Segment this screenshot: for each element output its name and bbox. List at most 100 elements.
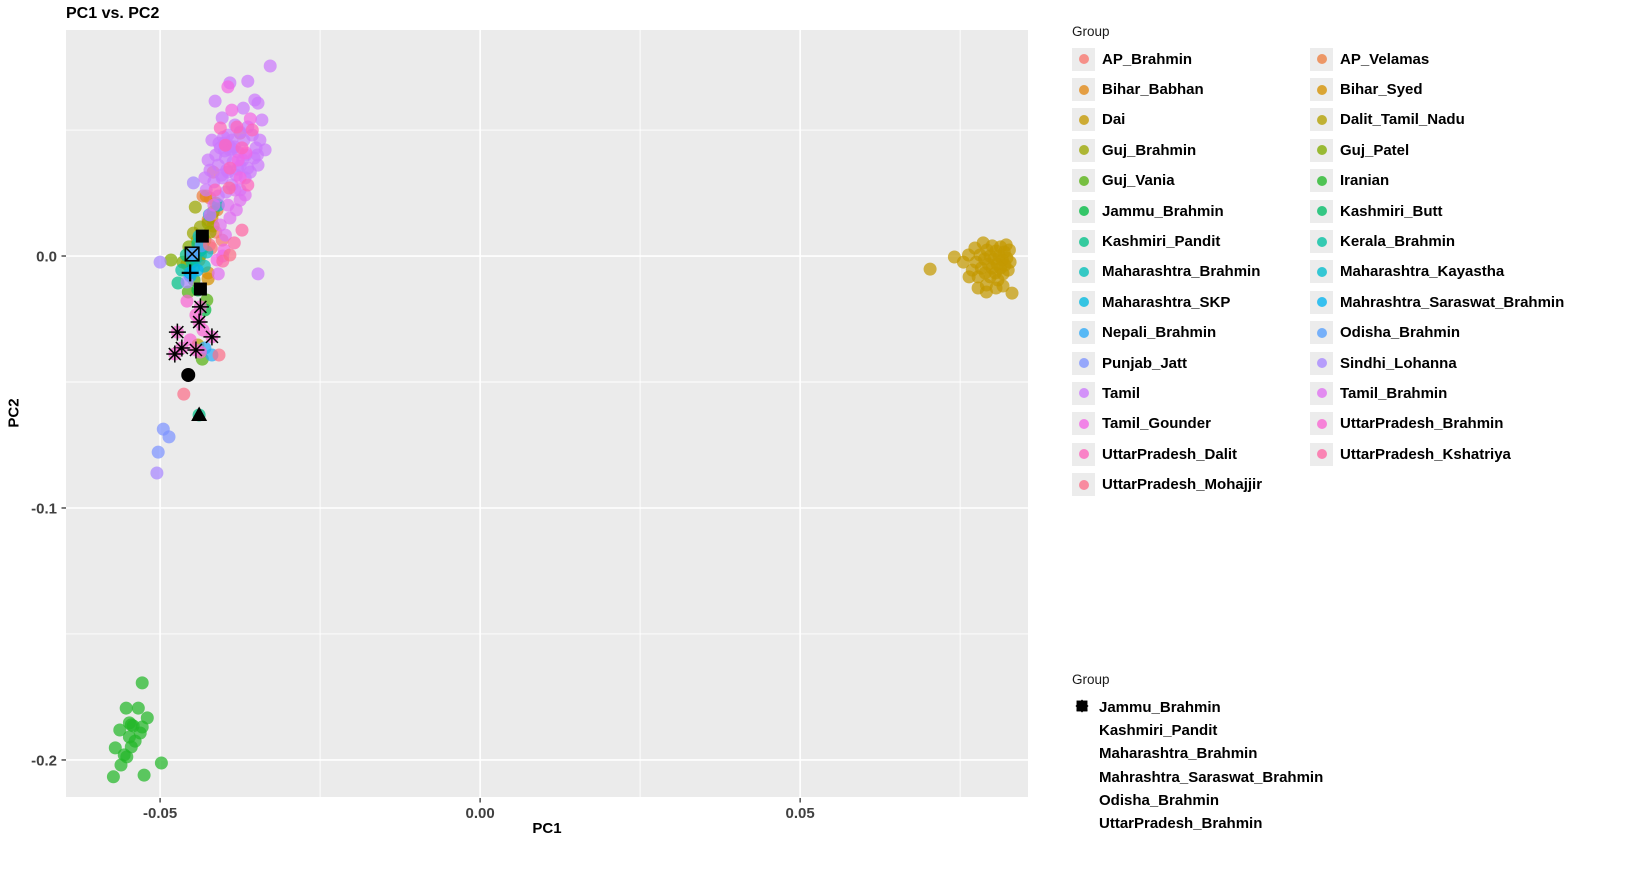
legend-key	[1072, 700, 1092, 811]
legend-dot-icon	[1078, 479, 1089, 490]
color-legend-item: Kerala_Brahmin	[1310, 230, 1564, 254]
legend-key	[1072, 47, 1095, 71]
legend-label: Mahrashtra_Saraswat_Brahmin	[1340, 293, 1565, 311]
legend-label: Guj_Brahmin	[1102, 141, 1197, 159]
data-point	[238, 188, 252, 202]
legend-dot-icon	[1078, 114, 1089, 125]
data-point	[119, 701, 133, 715]
legend-label: Maharashtra_Brahmin	[1102, 263, 1261, 281]
color-legend-item: AP_Velamas	[1310, 47, 1564, 71]
data-point	[241, 74, 255, 88]
data-point	[221, 80, 235, 94]
legend-label: UttarPradesh_Kshatriya	[1340, 445, 1511, 463]
data-point	[251, 96, 265, 110]
shape-legend-item: Odisha_Brahmin	[1072, 700, 1323, 811]
x-axis-ticks: -0.05 0.00 0.05	[143, 798, 815, 822]
data-point	[114, 758, 128, 772]
legend-label: Tamil	[1102, 384, 1141, 402]
data-point	[1002, 243, 1016, 257]
data-point	[113, 723, 127, 737]
data-point	[1003, 255, 1017, 269]
data-point	[211, 267, 225, 281]
legend-label: Guj_Vania	[1102, 172, 1175, 190]
legend-key	[1072, 78, 1095, 102]
color-legend-item: Guj_Brahmin	[1072, 138, 1310, 162]
chart-title: PC1 vs. PC2	[66, 5, 160, 22]
shape-points	[166, 229, 221, 422]
color-legend-item: Punjab_Jatt	[1072, 351, 1310, 375]
legend-label: UttarPradesh_Mohajjir	[1102, 476, 1263, 494]
legend-key	[1072, 699, 1092, 834]
legend-dot-icon	[1078, 358, 1089, 369]
legend-label: UttarPradesh_Brahmin	[1340, 415, 1504, 433]
legend-dot-icon	[1078, 54, 1089, 65]
data-point	[140, 711, 154, 725]
legend-label: Kashmiri_Pandit	[1099, 722, 1218, 740]
legend-label: AP_Brahmin	[1102, 50, 1193, 68]
legend-dot-icon	[1316, 327, 1327, 338]
legend-key	[1072, 260, 1095, 284]
legend-key	[1072, 351, 1095, 375]
legend-key	[1310, 351, 1333, 375]
color-legend-item: UttarPradesh_Kshatriya	[1310, 442, 1564, 466]
legend-dot-icon	[1078, 145, 1089, 156]
legend-dot-icon	[1078, 206, 1089, 217]
legend-label: Mahrashtra_Saraswat_Brahmin	[1099, 768, 1324, 786]
data-point	[255, 113, 269, 127]
data-point	[962, 270, 976, 284]
legend-label: Kashmiri_Butt	[1340, 202, 1443, 220]
legend-label: Nepali_Brahmin	[1102, 324, 1217, 342]
legend-dot-icon	[1316, 175, 1327, 186]
color-legend-item: Maharashtra_Brahmin	[1072, 260, 1310, 284]
color-legend-item: Sindhi_Lohanna	[1310, 351, 1564, 375]
color-legend-item: Tamil_Gounder	[1072, 412, 1310, 436]
legend-key	[1310, 381, 1333, 405]
data-point	[164, 253, 178, 267]
legend-dot-icon	[1078, 84, 1089, 95]
data-point	[263, 59, 277, 73]
legend-dot-icon	[1078, 236, 1089, 247]
data-point	[153, 255, 167, 269]
data-point	[249, 141, 263, 155]
data-point	[213, 218, 227, 232]
legend-label: Bihar_Syed	[1340, 81, 1423, 99]
major-gridlines	[66, 30, 1028, 797]
shape-legend-item: UttarPradesh_Brahmin	[1072, 699, 1323, 834]
data-point	[996, 279, 1010, 293]
shape-legend: Jammu_Brahmin Kashmiri_Pandit Maharashtra_…	[1072, 696, 1323, 835]
legend-label: Iranian	[1340, 172, 1390, 190]
legend-key	[1310, 138, 1333, 162]
color-legend-item: Tamil_Brahmin	[1310, 381, 1564, 405]
data-point	[177, 387, 191, 401]
data-point	[251, 267, 265, 281]
data-point	[203, 208, 217, 222]
color-legend-item: Guj_Patel	[1310, 138, 1564, 162]
legend-key	[1072, 412, 1095, 436]
color-legend-item: Mahrashtra_Saraswat_Brahmin	[1310, 290, 1565, 314]
legend-dot-icon	[1316, 358, 1327, 369]
legend-label: Punjab_Jatt	[1102, 354, 1188, 372]
data-point	[154, 756, 168, 770]
color-legend: AP_Brahmin AP_Velamas Bihar_Babhan Bihar_Sy…	[1072, 44, 1564, 500]
legend-key	[1310, 230, 1333, 254]
y-tick-label: 0.0	[36, 249, 57, 266]
color-legend-item: UttarPradesh_Brahmin	[1310, 412, 1564, 436]
color-legend-item: Kashmiri_Pandit	[1072, 230, 1310, 254]
legend-key	[1310, 199, 1333, 223]
y-tick-label: -0.2	[31, 752, 57, 769]
data-point	[128, 734, 142, 748]
data-point	[150, 466, 164, 480]
legend-key	[1072, 290, 1095, 314]
data-point	[971, 281, 985, 295]
legend-label: Odisha_Brahmin	[1099, 791, 1220, 809]
legend-label: AP_Velamas	[1340, 50, 1430, 68]
x-tick-label: 0.00	[466, 805, 495, 822]
legend-label: Maharashtra_Brahmin	[1099, 745, 1258, 763]
legend-key	[1310, 169, 1333, 193]
color-legend-item: Tamil	[1072, 381, 1310, 405]
legend-label: Bihar_Babhan	[1102, 81, 1204, 99]
legend-dot-icon	[1316, 114, 1327, 125]
legend-dot-icon	[1078, 266, 1089, 277]
legend-dot-icon	[1078, 449, 1089, 460]
